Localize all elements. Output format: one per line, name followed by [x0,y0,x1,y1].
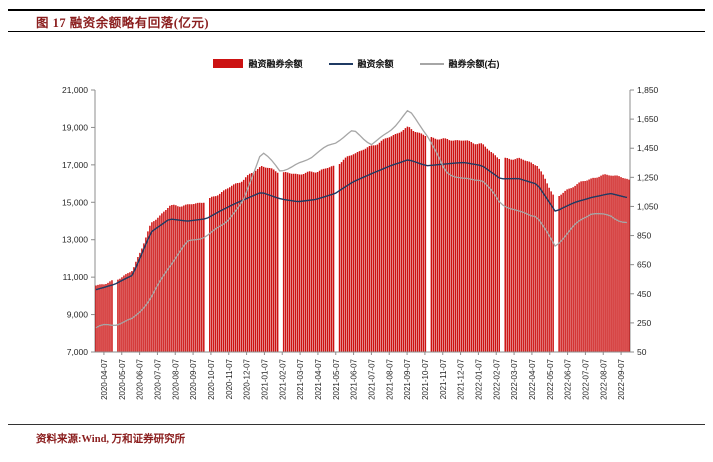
left-axis-tick-label: 21,000 [62,85,88,95]
x-axis-tick-label: 2021-04-07 [314,358,323,399]
right-axis-tick-label: 1,050 [637,201,659,211]
x-axis-tick-label: 2021-08-07 [385,358,394,399]
left-axis-tick-label: 19,000 [62,122,88,132]
right-axis-tick-label: 50 [637,347,647,357]
left-axis-tick-label: 9,000 [67,310,89,320]
x-axis-tick-label: 2020-07-07 [153,358,162,399]
x-axis-tick-label: 2021-12-07 [457,358,466,399]
right-axis-tick-label: 1,650 [637,114,659,124]
line-swatch-icon [419,62,444,65]
right-axis-tick-label: 250 [637,318,651,328]
left-axis-tick-label: 17,000 [62,160,88,170]
x-axis-tick-label: 2022-08-07 [599,358,608,399]
right-axis-tick-label: 1,850 [637,85,659,95]
right-axis-tick-label: 650 [637,260,651,270]
x-axis-tick-label: 2021-06-07 [350,358,359,399]
x-axis-tick-label: 2020-06-07 [136,358,145,399]
x-axis-tick-label: 2022-03-07 [510,358,519,399]
legend-label-short-balance: 融券余额(右) [448,59,500,69]
top-rule [8,9,705,11]
footer-rule [8,424,705,425]
figure-title: 图 17 融资余额略有回落(亿元) [36,16,210,30]
header-rule [8,31,705,32]
x-axis-tick-label: 2021-01-07 [260,358,269,399]
x-axis-tick-label: 2022-07-07 [581,358,590,399]
x-axis-tick-label: 2022-02-07 [492,358,501,399]
bar-swatch-icon [213,59,244,68]
x-axis-tick-label: 2022-06-07 [564,358,573,399]
plot-area: 7,000 9,000 11,000 13,000 15,000 17,000 19,000… [0,74,713,420]
x-axis-tick-label: 2020-11-07 [225,358,234,399]
x-axis-tick-label: 2021-11-07 [439,358,448,399]
right-axis-tick-label: 1,450 [637,143,659,153]
financing-balance-line [95,159,628,291]
right-axis-tick-label: 850 [637,231,651,241]
x-axis: 2020-04-07 2020-05-07 2020-06-07 2020-07-07… [100,352,626,400]
x-axis-tick-label: 2021-10-07 [421,358,430,399]
x-axis-tick-label: 2020-12-07 [243,358,252,399]
left-axis-tick-label: 15,000 [62,197,88,207]
right-axis-tick-label: 450 [637,289,651,299]
x-axis-tick-label: 2020-10-07 [207,358,216,399]
axes [94,90,631,353]
x-axis-tick-label: 2021-07-07 [367,358,376,399]
right-axis-tick-label: 1,250 [637,172,659,182]
legend-item-margin-total: 融资融券余额 [213,57,303,70]
margin-total-bars [95,126,630,352]
short-balance-line [95,109,628,329]
legend-item-short-balance: 融券余额(右) [419,57,500,70]
legend-label-margin-total: 融资融券余额 [248,59,303,69]
chart-legend: 融资融券余额 融资余额 融券余额(右) [0,57,713,70]
x-axis-tick-label: 2021-02-07 [278,358,287,399]
x-axis-tick-label: 2022-01-07 [474,358,483,399]
x-axis-tick-label: 2021-03-07 [296,358,305,399]
x-axis-tick-label: 2020-04-07 [100,358,109,399]
left-axis: 7,000 9,000 11,000 13,000 15,000 17,000 19,000… [62,85,95,357]
x-axis-tick-label: 2022-05-07 [546,358,555,399]
left-axis-tick-label: 13,000 [62,235,88,245]
x-axis-tick-label: 2020-08-07 [171,358,180,399]
left-axis-tick-label: 11,000 [63,272,89,282]
left-axis-tick-label: 7,000 [67,347,89,357]
x-axis-tick-label: 2021-09-07 [403,358,412,399]
plot-svg: 7,000 9,000 11,000 13,000 15,000 17,000 19,000… [62,85,659,400]
x-axis-tick-label: 2020-09-07 [189,358,198,399]
legend-label-financing-balance: 融资余额 [357,59,394,69]
x-axis-tick-label: 2020-05-07 [118,358,127,399]
legend-item-financing-balance: 融资余额 [328,57,394,70]
right-axis: 50 250 450 650 850 1,050 1,250 1,450 1,650 1,850 [630,85,659,357]
x-axis-tick-label: 2022-04-07 [528,358,537,399]
x-axis-tick-label: 2021-05-07 [332,358,341,399]
line-swatch-icon [328,62,353,65]
source-note: 资料来源:Wind, 万和证券研究所 [36,434,186,445]
x-axis-tick-label: 2022-09-07 [617,358,626,399]
